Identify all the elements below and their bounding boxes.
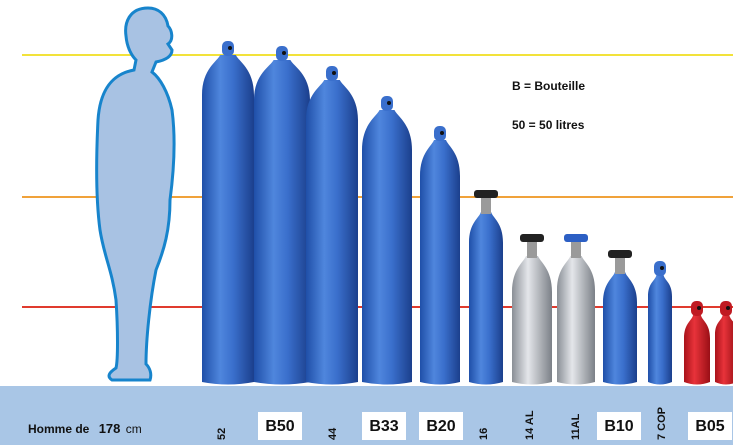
- valve-handle: [564, 234, 588, 242]
- cylinder-label: 14 AL: [524, 410, 536, 440]
- valve: [654, 261, 666, 276]
- cylinder-label: B33: [369, 418, 398, 435]
- page: B = Bouteille 50 = 50 litres Homme de 17…: [0, 0, 733, 445]
- valve-port: [726, 306, 730, 310]
- valve: [276, 46, 288, 61]
- cylinder: [420, 140, 460, 385]
- cylinder: [469, 212, 503, 385]
- valve: [222, 41, 234, 56]
- cylinder-label: B20: [426, 418, 455, 435]
- cylinder: [715, 315, 733, 385]
- cylinder-label: 52: [216, 428, 228, 440]
- person-value: 178: [99, 421, 121, 436]
- cylinder-label: 16: [478, 428, 490, 440]
- cylinder: [362, 110, 412, 385]
- legend-text: 50 = 50 litres: [512, 118, 585, 132]
- cylinder: [557, 256, 595, 385]
- valve: [720, 301, 732, 316]
- valve-handle: [520, 234, 544, 242]
- valve-port: [228, 46, 232, 50]
- valve-body: [571, 242, 581, 258]
- cylinder: [603, 272, 637, 385]
- cylinder: [512, 256, 552, 385]
- cylinder-label: B50: [265, 418, 294, 435]
- person-prefix: Homme de: [28, 422, 90, 436]
- valve-handle: [474, 190, 498, 198]
- cylinder: [648, 275, 672, 385]
- cylinder-label: 7 COP: [656, 407, 668, 440]
- cylinder-label: 11AL: [570, 413, 582, 440]
- valve: [381, 96, 393, 111]
- valve-port: [282, 51, 286, 55]
- cylinder: [254, 60, 310, 385]
- infographic: B = Bouteille 50 = 50 litres Homme de 17…: [0, 0, 733, 445]
- valve-handle: [608, 250, 632, 258]
- cylinder-label: B05: [695, 418, 724, 435]
- valve-port: [660, 266, 664, 270]
- cylinder-label: B10: [604, 418, 633, 435]
- valve-port: [697, 306, 701, 310]
- valve: [691, 301, 703, 316]
- valve-body: [481, 198, 491, 214]
- valve-body: [527, 242, 537, 258]
- valve-port: [332, 71, 336, 75]
- cylinder: [306, 80, 358, 385]
- valve: [326, 66, 338, 81]
- cylinder: [684, 315, 710, 385]
- person-silhouette: [97, 8, 174, 380]
- legend-text: B = Bouteille: [512, 79, 585, 93]
- valve-port: [387, 101, 391, 105]
- cylinder: [202, 55, 254, 385]
- person-unit: cm: [126, 422, 142, 436]
- cylinder-label: 44: [327, 427, 339, 440]
- valve-port: [440, 131, 444, 135]
- valve: [434, 126, 446, 141]
- valve-body: [615, 258, 625, 274]
